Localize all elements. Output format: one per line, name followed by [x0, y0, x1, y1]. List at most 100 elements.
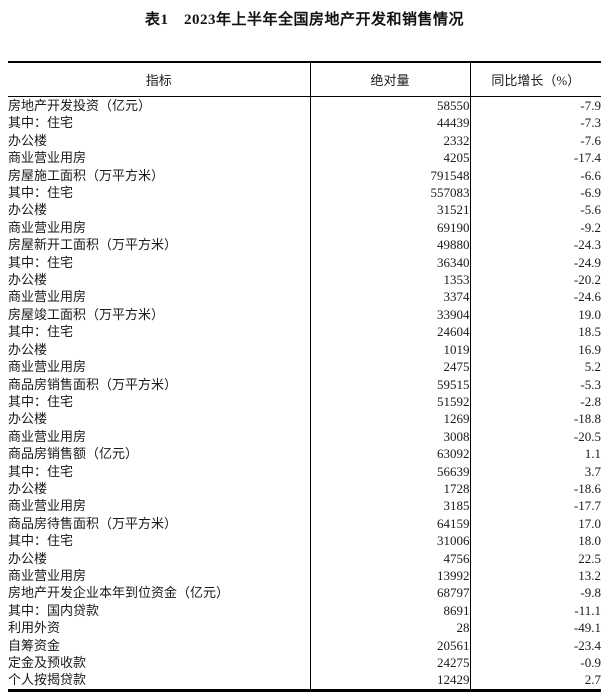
growth-cell: -0.9 — [469, 654, 601, 672]
value-cell: 31521 — [309, 201, 470, 219]
value-cell: 24275 — [309, 654, 470, 672]
table-row: 房屋新开工面积（万平方米） 49880 -24.3 — [8, 236, 601, 254]
growth-cell: -7.3 — [469, 114, 601, 132]
growth-cell: -18.6 — [469, 479, 601, 498]
growth-cell: -5.3 — [469, 375, 601, 393]
header-indicator: 指标 — [8, 62, 310, 97]
growth-cell: -17.7 — [469, 497, 601, 515]
indicator-cell: 房屋竣工面积（万平方米） — [8, 306, 165, 322]
value-cell: 51592 — [309, 392, 470, 411]
growth-cell: 16.9 — [469, 340, 601, 359]
indicator-cell: 其中：住宅 — [8, 185, 74, 201]
value-cell: 44439 — [309, 114, 470, 132]
value-cell: 3185 — [309, 497, 470, 515]
value-cell: 20561 — [309, 636, 470, 654]
table-row: 商品房销售额（亿元） 63092 1.1 — [8, 445, 601, 463]
value-cell: 1728 — [309, 479, 470, 498]
indicator-cell: 房地产开发企业本年到位资金（亿元） — [8, 585, 230, 601]
growth-cell: -20.5 — [469, 427, 601, 446]
indicator-cell: 其中：住宅 — [8, 115, 74, 131]
table-row: 商业营业用房 69190 -9.2 — [8, 218, 601, 237]
growth-cell: -24.9 — [469, 253, 601, 272]
growth-cell: -11.1 — [469, 601, 601, 620]
indicator-cell: 商品房待售面积（万平方米） — [8, 515, 178, 531]
table-row: 商业营业用房 3008 -20.5 — [8, 427, 601, 446]
growth-cell: 3.7 — [469, 462, 601, 480]
growth-cell: -7.9 — [469, 96, 601, 115]
table-row: 商品房待售面积（万平方米） 64159 17.0 — [8, 514, 601, 533]
table-row: 其中：住宅 24604 18.5 — [8, 323, 601, 341]
table-row: 其中：住宅 44439 -7.3 — [8, 114, 601, 132]
header-yoy-growth: 同比增长（%） — [469, 62, 601, 97]
growth-cell: -49.1 — [469, 619, 601, 637]
table-row: 其中：国内贷款 8691 -11.1 — [8, 601, 601, 620]
indicator-cell: 办公楼 — [8, 550, 48, 566]
indicator-cell: 自筹资金 — [8, 637, 61, 653]
indicator-cell: 办公楼 — [8, 411, 48, 427]
indicator-cell: 商业营业用房 — [8, 289, 87, 305]
indicator-cell: 利用外资 — [8, 620, 61, 636]
stats-table: 指标 绝对量 同比增长（%） 房地产开发投资（亿元） 58550 -7.9 其中：住宅… — [8, 61, 601, 692]
growth-cell: -5.6 — [469, 201, 601, 219]
table-row: 房屋竣工面积（万平方米） 33904 19.0 — [8, 305, 601, 324]
table-row: 房屋施工面积（万平方米） 791548 -6.6 — [8, 166, 601, 185]
value-cell: 2475 — [309, 358, 470, 376]
indicator-cell: 商业营业用房 — [8, 219, 87, 235]
growth-cell: 2.7 — [469, 671, 601, 691]
indicator-cell: 房屋新开工面积（万平方米） — [8, 237, 178, 253]
table-row: 其中：住宅 36340 -24.9 — [8, 253, 601, 272]
table-row: 办公楼 1728 -18.6 — [8, 479, 601, 498]
indicator-cell: 商业营业用房 — [8, 359, 87, 375]
indicator-cell: 办公楼 — [8, 341, 48, 357]
table-row: 办公楼 31521 -5.6 — [8, 201, 601, 219]
table-row: 自筹资金 20561 -23.4 — [8, 636, 601, 654]
value-cell: 36340 — [309, 253, 470, 272]
value-cell: 49880 — [309, 236, 470, 254]
indicator-cell: 房地产开发投资（亿元） — [8, 98, 152, 113]
indicator-cell: 办公楼 — [8, 480, 48, 496]
value-cell: 33904 — [309, 305, 470, 324]
growth-cell: -9.2 — [469, 218, 601, 237]
value-cell: 59515 — [309, 375, 470, 393]
table-row: 商业营业用房 3374 -24.6 — [8, 288, 601, 306]
value-cell: 24604 — [309, 323, 470, 341]
value-cell: 2332 — [309, 131, 470, 150]
indicator-cell: 商业营业用房 — [8, 428, 87, 444]
table-row: 办公楼 1269 -18.8 — [8, 410, 601, 428]
indicator-cell: 其中：住宅 — [8, 463, 74, 479]
value-cell: 63092 — [309, 445, 470, 463]
indicator-cell: 商品房销售面积（万平方米） — [8, 376, 178, 392]
table-row: 个人按揭贷款 12429 2.7 — [8, 671, 601, 691]
growth-cell: 13.2 — [469, 566, 601, 585]
value-cell: 58550 — [309, 96, 470, 115]
growth-cell: -20.2 — [469, 271, 601, 289]
growth-cell: -23.4 — [469, 636, 601, 654]
growth-cell: -17.4 — [469, 149, 601, 167]
growth-cell: 17.0 — [469, 514, 601, 533]
table-row: 商业营业用房 4205 -17.4 — [8, 149, 601, 167]
table-row: 商业营业用房 2475 5.2 — [8, 358, 601, 376]
table-row: 利用外资 28 -49.1 — [8, 619, 601, 637]
value-cell: 791548 — [309, 166, 470, 185]
growth-cell: 18.5 — [469, 323, 601, 341]
table-row: 其中：住宅 557083 -6.9 — [8, 184, 601, 202]
growth-cell: 22.5 — [469, 549, 601, 567]
value-cell: 1353 — [309, 271, 470, 289]
indicator-cell: 办公楼 — [8, 202, 48, 218]
table-row: 办公楼 1353 -20.2 — [8, 271, 601, 289]
indicator-cell: 定金及预收款 — [8, 655, 87, 670]
page-title: 表1 2023年上半年全国房地产开发和销售情况 — [144, 12, 464, 28]
indicator-cell: 商业营业用房 — [8, 567, 87, 583]
value-cell: 69190 — [309, 218, 470, 237]
indicator-cell: 商业营业用房 — [8, 150, 87, 166]
value-cell: 4205 — [309, 149, 470, 167]
table-row: 办公楼 1019 16.9 — [8, 340, 601, 359]
indicator-cell: 房屋施工面积（万平方米） — [8, 167, 165, 183]
indicator-cell: 其中：住宅 — [8, 533, 74, 549]
value-cell: 3008 — [309, 427, 470, 446]
indicator-cell: 其中：住宅 — [8, 393, 74, 409]
growth-cell: 19.0 — [469, 305, 601, 324]
indicator-cell: 商品房销售额（亿元） — [8, 446, 139, 462]
growth-cell: -6.9 — [469, 184, 601, 202]
